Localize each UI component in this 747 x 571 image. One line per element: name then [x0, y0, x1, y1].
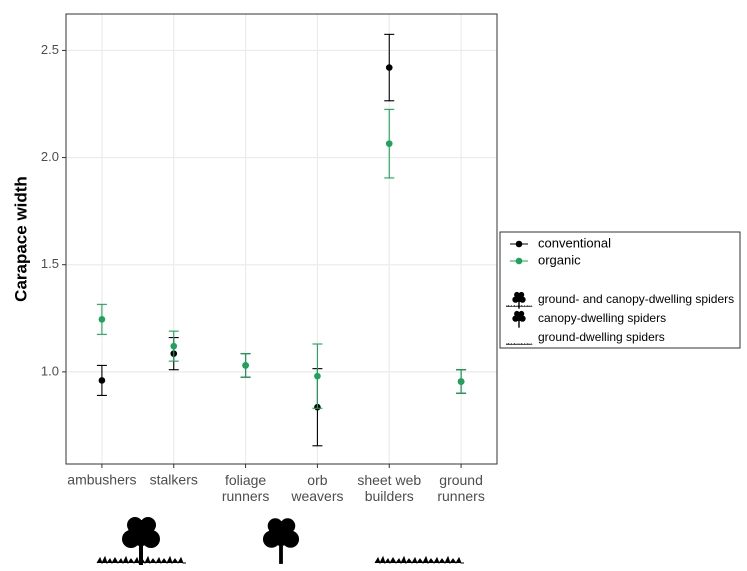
point: [242, 362, 249, 369]
x-tick-label: stalkers: [150, 472, 198, 488]
legend-label: organic: [538, 252, 581, 267]
point: [98, 316, 106, 323]
y-axis-label: Carapace width: [11, 176, 30, 302]
point: [170, 342, 178, 350]
y-tick-label: 1.0: [41, 363, 59, 378]
x-tick-label: ground runners: [437, 472, 484, 504]
point: [385, 140, 393, 147]
x-tick-label: sheet web builders: [357, 472, 421, 504]
legend-label: ground-dwelling spiders: [538, 330, 665, 344]
point: [385, 64, 393, 71]
legend-marker: [515, 240, 523, 248]
legend-label: ground- and canopy-dwelling spiders: [538, 292, 734, 306]
x-tick-label: foliage runners: [222, 472, 269, 504]
point: [98, 377, 106, 384]
legend-label: conventional: [538, 235, 611, 250]
legend-marker: [515, 257, 523, 265]
y-tick-label: 1.5: [41, 256, 59, 271]
x-tick-label: ambushers: [67, 472, 136, 488]
legend-box: [499, 231, 741, 349]
habitat-icons: [96, 517, 465, 565]
plot-background: [66, 14, 497, 464]
x-tick-label: orb weavers: [290, 472, 343, 504]
point: [314, 372, 321, 380]
legend-label: canopy-dwelling spiders: [538, 311, 666, 325]
y-tick-label: 2.5: [41, 42, 59, 57]
point: [457, 378, 465, 385]
plot-border: [65, 13, 498, 465]
y-tick-label: 2.0: [41, 149, 59, 164]
